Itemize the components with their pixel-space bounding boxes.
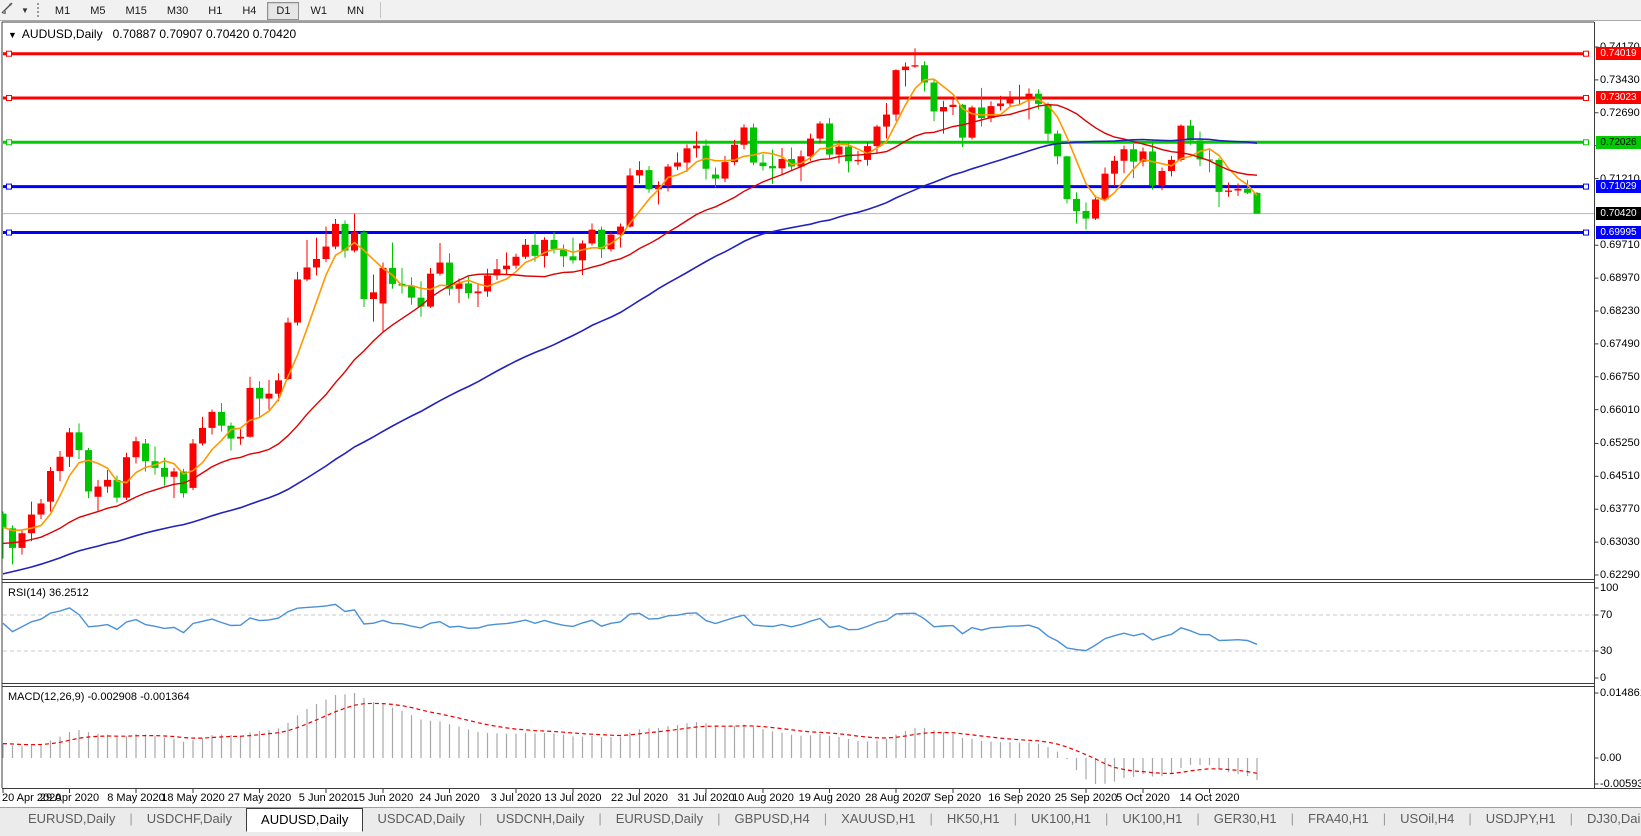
tab-gbpusd-h4-6[interactable]: GBPUSD,H4	[734, 811, 810, 826]
tab-separator: |	[129, 811, 133, 826]
price-axis[interactable]	[1594, 46, 1599, 785]
timeframe-button-h4[interactable]: H4	[242, 5, 257, 17]
tab-ger30-h1-11[interactable]: GER30,H1	[1213, 811, 1277, 826]
tab-usdcad-daily-3[interactable]: USDCAD,Daily	[377, 811, 465, 826]
tab-usdcnh-daily-4[interactable]: USDCNH,Daily	[496, 811, 585, 826]
tab-separator: |	[478, 811, 483, 826]
timeframe-button-mn[interactable]: MN	[346, 5, 365, 17]
candlestick-series	[2, 48, 1261, 565]
timeframe-button-m5[interactable]: M5	[90, 5, 106, 17]
time-axis[interactable]	[2, 789, 1210, 793]
horizontal-line-0.72026[interactable]	[3, 139, 1589, 146]
tab-separator: |	[1569, 811, 1573, 826]
toolbar: ▼ M1 M5 M15 M30 H1 H4 D1 W1 MN	[0, 0, 1641, 21]
dropdown-caret-icon[interactable]: ▼	[21, 5, 29, 15]
timeframe-button-d1[interactable]: D1	[267, 2, 300, 20]
rsi-line	[2, 603, 1258, 652]
ma-mid-line	[2, 103, 1258, 545]
tab-usdjpy-h1-14[interactable]: USDJPY,H1	[1485, 811, 1556, 826]
tab-usdchf-daily-1[interactable]: USDCHF,Daily	[146, 811, 233, 826]
tab-xauusd-h1-7[interactable]: XAUUSD,H1	[841, 811, 916, 826]
horizontal-line-0.69995[interactable]	[3, 229, 1589, 236]
tab-separator: |	[1196, 811, 1200, 826]
chart-tool-icon[interactable]	[1, 2, 21, 18]
macd-histogram	[2, 693, 1258, 784]
tab-dj30-daily-15[interactable]: DJ30,Daily	[1586, 811, 1641, 826]
timeframe-button-m15[interactable]: M15	[125, 5, 147, 17]
ma-slow-line	[2, 138, 1258, 575]
tab-separator: |	[717, 811, 721, 826]
horizontal-line-0.71029[interactable]	[3, 183, 1589, 190]
chart-tab-bar: EURUSD,Daily | USDCHF,Daily AUDUSD,Daily USD…	[0, 807, 1641, 836]
chart-frame	[1, 21, 1641, 789]
tab-fra40-h1-12[interactable]: FRA40,H1	[1308, 811, 1369, 826]
tab-eurusd-daily-5[interactable]: EURUSD,Daily	[615, 811, 704, 826]
tab-separator: |	[823, 811, 828, 826]
tab-audusd-daily-2[interactable]: AUDUSD,Daily	[246, 808, 364, 832]
tab-hk50-h1-8[interactable]: HK50,H1	[946, 811, 1000, 826]
timeframe-button-m30[interactable]: M30	[166, 5, 189, 17]
tab-separator: |	[598, 811, 602, 826]
horizontal-line-0.73023[interactable]	[3, 94, 1589, 101]
toolbar-grip	[36, 3, 39, 17]
tab-separator: |	[1468, 811, 1472, 826]
tab-separator: |	[1290, 811, 1295, 826]
tab-separator: |	[1013, 811, 1018, 826]
tab-uk100-h1-10[interactable]: UK100,H1	[1122, 811, 1183, 826]
toolbar-separator	[380, 2, 382, 18]
timeframe-toolbar: M1 M5 M15 M30 H1 H4 D1 W1 MN	[45, 1, 374, 20]
tab-uk100-h1-9[interactable]: UK100,H1	[1031, 811, 1092, 826]
timeframe-button-w1[interactable]: W1	[310, 5, 327, 17]
tab-separator: |	[1382, 811, 1387, 826]
tab-usoil-h4-13[interactable]: USOil,H4	[1400, 811, 1455, 826]
horizontal-line-0.74019[interactable]	[3, 50, 1589, 57]
tab-separator: |	[929, 811, 933, 826]
tab-separator: |	[1105, 811, 1109, 826]
timeframe-button-h1[interactable]: H1	[208, 5, 223, 17]
timeframe-button-m1[interactable]: M1	[54, 5, 71, 17]
tab-eurusd-daily-0[interactable]: EURUSD,Daily	[28, 811, 116, 826]
